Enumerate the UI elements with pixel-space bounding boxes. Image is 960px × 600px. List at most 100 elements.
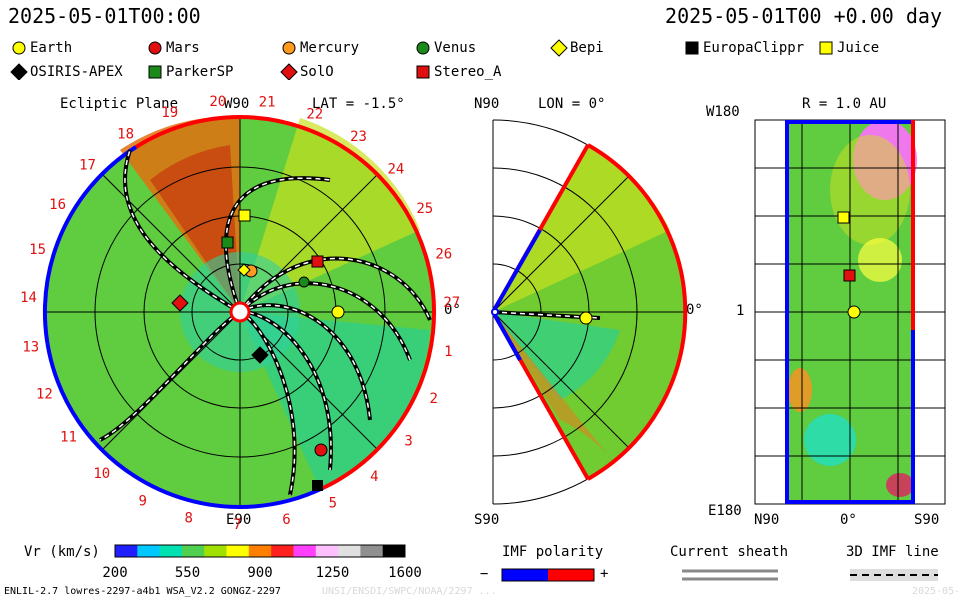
juice-marker — [238, 209, 251, 222]
ecliptic-lat: LAT = -1.5° — [312, 96, 405, 112]
ecliptic-zero: 0° — [444, 302, 461, 318]
date-left: 2025-05-01T00:00 — [8, 4, 201, 28]
sector-label: 22 — [306, 107, 323, 123]
sector-labels: 20 21222324252627123456789101112131415161… — [20, 94, 460, 533]
legend-venus: Venus — [434, 40, 477, 56]
sector-label: 7 — [233, 517, 241, 533]
sector-label: 4 — [370, 469, 378, 485]
sphere-e180: E180 — [708, 503, 742, 519]
sector-label: 15 — [29, 242, 46, 258]
colorbar-cell — [248, 545, 272, 557]
meridional-lon: LON = 0° — [538, 96, 606, 112]
colorbar-tick-label: 1250 — [316, 565, 350, 581]
solo-marker — [171, 294, 189, 312]
sector-label: 27 — [443, 295, 460, 311]
colorbar-tick-label: 900 — [247, 565, 272, 581]
colorbar-cell — [271, 545, 294, 557]
polarity-negative — [502, 569, 548, 581]
legend-marker-stereo_a — [416, 65, 430, 79]
sphere-juice-marker — [837, 211, 850, 224]
europaclipper-marker — [312, 480, 323, 491]
meridional-arc — [587, 143, 688, 481]
legend-stereo-a: Stereo_A — [434, 64, 502, 80]
imf-spiral-dashes — [99, 177, 431, 496]
parkersp-marker — [221, 236, 234, 249]
legend-mercury: Mercury — [300, 40, 360, 56]
meridional-n90: N90 — [474, 96, 500, 112]
colorbar-cell — [338, 545, 361, 557]
sphere-earth-marker — [847, 305, 861, 319]
meridional-panel — [491, 119, 688, 505]
sector-label: 12 — [36, 387, 53, 403]
sphere-s90: S90 — [914, 512, 940, 528]
sector-label: 3 — [404, 434, 412, 450]
colorbar-cell — [137, 545, 161, 557]
legend-solo: SolO — [300, 64, 334, 80]
colorbar-tick-label: 550 — [175, 565, 200, 581]
polarity-arc-positive-2 — [134, 114, 241, 149]
meridional-zero: 0° — [686, 302, 703, 318]
imf-polarity-bar — [501, 568, 595, 582]
sector-label: 19 — [161, 105, 178, 121]
ecliptic-w90: W90 — [224, 96, 250, 112]
osiris-apex-marker — [251, 346, 269, 364]
colorbar-cell — [293, 545, 317, 557]
sphere-panel — [754, 119, 946, 505]
colorbar-tick-label: 200 — [102, 565, 127, 581]
sphere-one: 1 — [736, 303, 745, 319]
moderate-wind-region — [240, 118, 420, 312]
ecliptic-e90: E90 — [226, 512, 252, 528]
sector-label: 20 — [209, 94, 226, 110]
sphere-r: R = 1.0 AU — [802, 96, 887, 112]
ecliptic-spacecraft — [171, 209, 345, 491]
polarity-positive — [548, 569, 594, 581]
ecliptic-plane-panel: 20 21222324252627123456789101112131415161… — [20, 94, 460, 533]
sphere-n90: N90 — [754, 512, 780, 528]
legend-markers — [10, 39, 833, 80]
legend-juice: Juice — [837, 40, 880, 56]
polarity-minus-label: − — [480, 566, 489, 582]
legend-marker-osiris-apex — [10, 63, 28, 80]
colorbar-cell — [159, 545, 183, 557]
imf-line-legend — [850, 569, 938, 581]
legend-marker-mercury — [282, 41, 296, 55]
sphere-stereo-a-marker — [843, 269, 856, 282]
sector-label: 1 — [444, 344, 452, 360]
colorbar-cell — [315, 545, 339, 557]
colorbar-cell — [181, 545, 205, 557]
sector-label: 24 — [387, 161, 404, 177]
colorbar-cell — [226, 545, 250, 557]
imf-line-title: 3D IMF line — [846, 544, 939, 560]
sector-label: 25 — [416, 201, 433, 217]
sector-label: 17 — [79, 158, 96, 174]
sector-label: 10 — [93, 466, 110, 482]
mars-marker — [314, 443, 328, 457]
colorbar-label: Vr (km/s) — [24, 544, 100, 560]
earth-marker — [331, 305, 345, 319]
current-sheath-legend — [682, 569, 778, 581]
legend-marker-bepi — [550, 39, 568, 57]
meridional-s90: S90 — [474, 512, 500, 528]
sector-label: 23 — [350, 129, 367, 145]
sector-label: 21 — [259, 95, 276, 111]
model-info: ENLIL-2.7 lowres-2297-a4b1 WSA_V2.2 GONG… — [4, 586, 281, 597]
sector-label: 6 — [282, 512, 290, 528]
watermark-right: 2025-05-02 — [912, 586, 960, 597]
sector-label: 26 — [435, 247, 452, 263]
watermark: UNSI/ENSDI/SWPC/NOAA/2297 ... — [322, 586, 497, 597]
polarity-arc-negative — [42, 145, 324, 510]
colorbar-cell — [382, 545, 406, 557]
ecliptic-title: Ecliptic Plane — [60, 96, 179, 112]
current-sheath-title: Current sheath — [670, 544, 789, 560]
legend-marker-juice — [819, 41, 833, 55]
date-right: 2025-05-01T00 +0.00 day — [665, 4, 942, 28]
sector-label: 13 — [22, 339, 39, 355]
legend-marker-mars — [148, 41, 162, 55]
sector-label: 11 — [60, 430, 77, 446]
meridional-earth-marker — [579, 311, 593, 325]
sector-label: 5 — [329, 496, 337, 512]
colorbar-cell — [360, 545, 384, 557]
colorbar-cell — [115, 545, 138, 557]
legend-marker-venus — [416, 41, 430, 55]
bepi-marker — [237, 263, 251, 277]
